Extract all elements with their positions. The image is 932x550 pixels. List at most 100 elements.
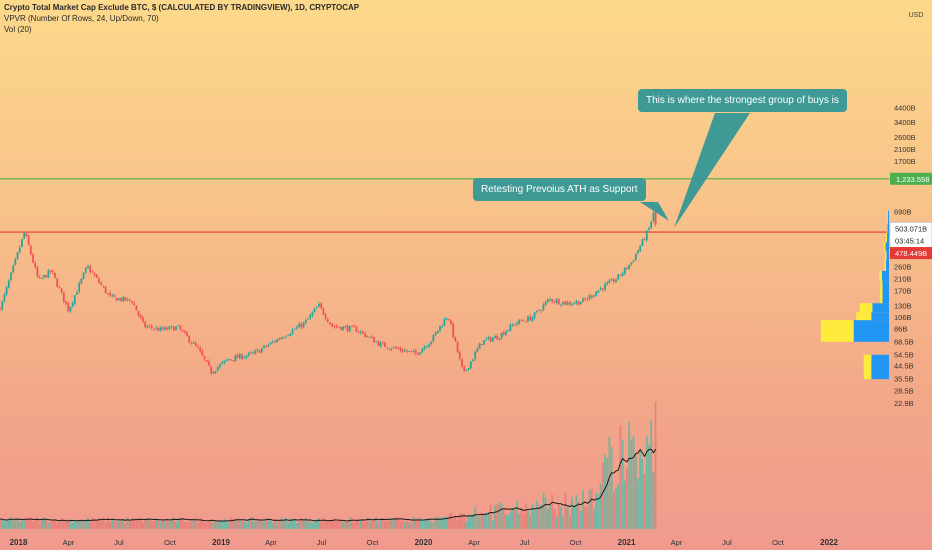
candle-body bbox=[443, 319, 446, 326]
candle-body bbox=[450, 320, 452, 325]
candle-body bbox=[245, 355, 248, 358]
volume-bar bbox=[617, 483, 620, 529]
candle-body bbox=[401, 349, 404, 352]
candle-body bbox=[282, 337, 285, 339]
candle-body bbox=[212, 372, 215, 374]
volume-bar bbox=[419, 517, 422, 529]
volume-bar bbox=[291, 519, 294, 529]
candle-body bbox=[199, 347, 202, 352]
volume-bar bbox=[469, 515, 472, 529]
candle-body bbox=[58, 286, 61, 289]
volume-bar bbox=[62, 519, 65, 529]
vpvr-up-bar bbox=[882, 288, 889, 304]
volume-bar bbox=[370, 521, 373, 529]
candle-body bbox=[582, 298, 584, 302]
volume-bar bbox=[386, 521, 389, 529]
candle-body bbox=[80, 278, 83, 284]
vpvr-indicator-label[interactable]: VPVR (Number Of Rows, 24, Up/Down, 70) bbox=[4, 14, 159, 23]
volume-bar bbox=[329, 520, 331, 529]
candle-body bbox=[214, 370, 217, 373]
candle-body bbox=[298, 323, 301, 328]
candle-body bbox=[157, 328, 160, 331]
volume-bar bbox=[423, 519, 426, 529]
candle-body bbox=[150, 326, 153, 329]
volume-bar bbox=[296, 522, 298, 529]
volume-bar bbox=[205, 522, 208, 529]
candle-body bbox=[509, 324, 512, 331]
volume-bar bbox=[348, 517, 351, 529]
candle-body bbox=[375, 341, 378, 343]
volume-bar bbox=[403, 522, 406, 529]
vpvr-down-bar bbox=[859, 303, 873, 313]
volume-bar bbox=[29, 517, 32, 529]
candle-body bbox=[560, 304, 562, 306]
volume-bar bbox=[34, 518, 37, 529]
candle-body bbox=[384, 342, 386, 347]
candle-body bbox=[7, 280, 10, 288]
candle-body bbox=[104, 286, 107, 293]
volume-bar bbox=[597, 495, 600, 529]
volume-bar bbox=[573, 505, 576, 529]
vpvr-up-bar bbox=[871, 312, 889, 321]
candle-body bbox=[133, 303, 136, 306]
volume-bar bbox=[571, 496, 573, 529]
candle-body bbox=[40, 277, 43, 279]
volume-bar bbox=[445, 516, 448, 529]
volume-indicator-label[interactable]: Vol (20) bbox=[4, 25, 32, 34]
candle-body bbox=[172, 326, 175, 331]
volume-bar bbox=[335, 521, 338, 529]
volume-bar bbox=[516, 501, 518, 529]
candle-body bbox=[362, 331, 364, 334]
volume-bar bbox=[320, 522, 323, 529]
candle-body bbox=[381, 342, 384, 344]
candle-body bbox=[109, 292, 111, 296]
candle-body bbox=[522, 320, 525, 322]
volume-bar bbox=[586, 506, 589, 529]
volume-bar bbox=[164, 519, 166, 529]
volume-bar bbox=[610, 446, 613, 529]
candle-body bbox=[67, 302, 70, 312]
candle-body bbox=[500, 332, 503, 339]
volume-bar bbox=[309, 521, 312, 529]
candle-body bbox=[278, 338, 281, 340]
volume-bar bbox=[630, 439, 633, 529]
candle-body bbox=[18, 247, 21, 253]
candle-body bbox=[478, 343, 481, 349]
volume-bar bbox=[626, 468, 628, 529]
volume-bar bbox=[274, 519, 276, 529]
volume-bar bbox=[234, 518, 237, 529]
candle-body bbox=[564, 301, 567, 305]
candle-body bbox=[494, 336, 496, 339]
candle-body bbox=[311, 312, 314, 316]
volume-bar bbox=[168, 521, 171, 529]
candle-body bbox=[168, 326, 171, 330]
volume-bar bbox=[133, 518, 136, 529]
volume-bar bbox=[287, 522, 290, 529]
candle-body bbox=[29, 245, 32, 255]
time-axis-label: Oct bbox=[367, 538, 380, 547]
volume-bar bbox=[276, 521, 279, 529]
vpvr-up-bar bbox=[885, 260, 889, 271]
candle-body bbox=[43, 275, 45, 278]
volume-bar bbox=[267, 518, 270, 529]
candle-body bbox=[577, 301, 580, 305]
candle-body bbox=[302, 322, 305, 328]
volume-bar bbox=[434, 517, 437, 529]
volume-bar bbox=[511, 507, 514, 529]
candle-body bbox=[333, 326, 336, 328]
candle-body bbox=[549, 298, 551, 301]
candle-body bbox=[359, 331, 362, 333]
volume-bar bbox=[544, 497, 547, 529]
volume-bar bbox=[16, 518, 19, 529]
volume-bar bbox=[247, 518, 250, 529]
volume-bar bbox=[593, 508, 595, 529]
candle-body bbox=[538, 310, 540, 312]
candle-body bbox=[432, 334, 435, 342]
candle-body bbox=[439, 326, 441, 331]
candle-body bbox=[98, 278, 100, 283]
price-axis: USD4400B3400B2600B2100B1700B1200B690B540… bbox=[889, 12, 932, 408]
candle-body bbox=[56, 278, 59, 287]
volume-bar bbox=[351, 517, 353, 529]
candle-body bbox=[568, 301, 571, 305]
